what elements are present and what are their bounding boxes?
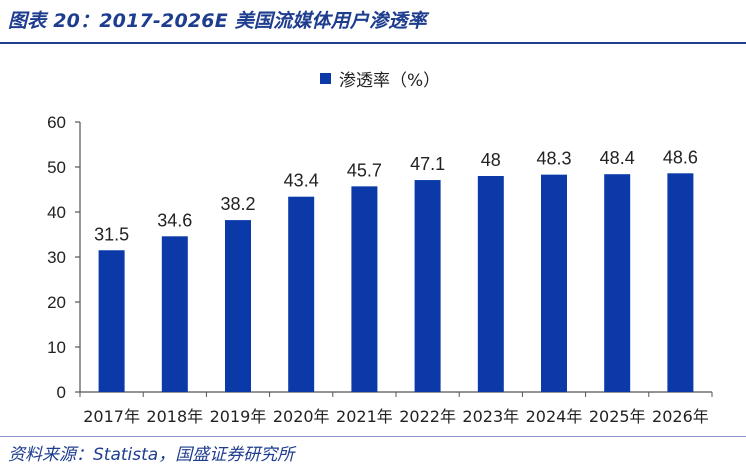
bar-value-label: 45.7 — [347, 160, 382, 180]
y-tick-label: 20 — [47, 293, 66, 312]
source-note: 资料来源：Statista，国盛证券研究所 — [8, 445, 295, 465]
bar-value-label: 48.4 — [600, 148, 635, 168]
title-rule — [0, 42, 746, 44]
y-tick-label: 60 — [47, 113, 66, 132]
x-tick-label: 2019年 — [210, 407, 267, 426]
bar-value-label: 34.6 — [157, 210, 192, 230]
y-tick-label: 30 — [47, 248, 66, 267]
bar — [98, 250, 125, 392]
legend-label: 渗透率（%） — [339, 71, 441, 91]
y-tick-label: 50 — [47, 158, 66, 177]
bar — [541, 174, 567, 392]
bar-value-label: 48.6 — [663, 147, 698, 167]
x-tick-label: 2026年 — [652, 407, 709, 426]
x-tick-label: 2024年 — [526, 407, 583, 426]
bar-value-label: 31.5 — [94, 224, 129, 244]
bar — [414, 180, 441, 392]
x-axis — [79, 391, 713, 397]
x-tick-labels: 2017年 2018年 2019年 2020年 2021年 2022年 2023年 2024年… — [83, 407, 709, 426]
bar — [351, 186, 378, 392]
data-labels: 31.5 34.6 38.2 43.4 45.7 47.1 48 48.3 48.4 48.6 — [94, 147, 698, 244]
bar — [225, 220, 251, 392]
x-tick-label: 2021年 — [336, 407, 393, 426]
bar — [161, 236, 188, 392]
x-tick-label: 2022年 — [399, 407, 456, 426]
bar — [667, 173, 694, 392]
bar-value-label: 48.3 — [536, 149, 571, 169]
y-tick-label: 0 — [57, 383, 66, 402]
x-tick-label: 2025年 — [589, 407, 646, 426]
source-rule — [0, 436, 746, 437]
bar — [477, 176, 504, 392]
bar-value-label: 48 — [481, 150, 501, 170]
bar — [288, 196, 315, 392]
x-tick-label: 2017年 — [83, 407, 140, 426]
bar — [604, 174, 631, 392]
y-axis: 0 10 20 30 40 50 60 — [47, 113, 81, 402]
bar-value-label: 47.1 — [410, 154, 445, 174]
x-tick-label: 2018年 — [146, 407, 203, 426]
y-tick-label: 40 — [47, 203, 66, 222]
legend-swatch — [320, 73, 331, 84]
bar-value-label: 43.4 — [284, 171, 319, 191]
x-tick-label: 2020年 — [273, 407, 330, 426]
y-tick-label: 10 — [47, 338, 66, 357]
bars — [98, 173, 694, 392]
figure-title: 图表 20：2017-2026E 美国流媒体用户渗透率 — [8, 10, 427, 32]
x-tick-label: 2023年 — [462, 407, 519, 426]
bar-value-label: 38.2 — [220, 194, 255, 214]
chart-legend: 渗透率（%） — [320, 66, 440, 91]
